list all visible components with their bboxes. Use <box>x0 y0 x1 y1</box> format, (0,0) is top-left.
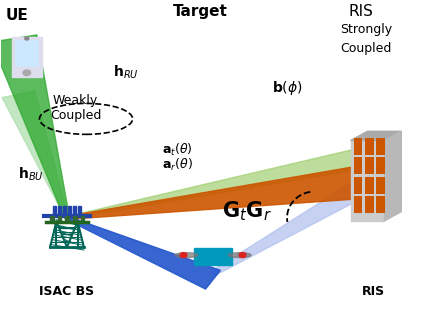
Text: Weakly: Weakly <box>53 94 98 107</box>
Text: UE: UE <box>6 7 29 22</box>
Polygon shape <box>351 140 384 221</box>
Text: ISAC BS: ISAC BS <box>40 285 95 298</box>
Text: $\mathbf{h}_{RU}$: $\mathbf{h}_{RU}$ <box>113 64 139 81</box>
Bar <box>73 207 76 216</box>
Bar <box>81 216 84 222</box>
Polygon shape <box>2 91 69 218</box>
Bar <box>50 216 54 222</box>
Circle shape <box>23 70 31 76</box>
Text: RIS: RIS <box>362 285 386 298</box>
Bar <box>73 216 77 222</box>
Circle shape <box>239 253 246 258</box>
Circle shape <box>180 253 187 258</box>
Text: $\mathbf{a}_r(\theta)$: $\mathbf{a}_r(\theta)$ <box>162 157 193 173</box>
Text: $\mathbf{G}_t\mathbf{G}_r$: $\mathbf{G}_t\mathbf{G}_r$ <box>222 200 272 223</box>
Polygon shape <box>66 146 378 219</box>
Polygon shape <box>351 131 401 140</box>
Text: $\mathbf{b}(\phi)$: $\mathbf{b}(\phi)$ <box>272 79 303 97</box>
Text: Coupled: Coupled <box>50 109 101 122</box>
Bar <box>376 196 385 213</box>
Ellipse shape <box>175 253 198 257</box>
Bar <box>65 216 69 222</box>
Bar <box>354 196 363 213</box>
Polygon shape <box>66 217 220 289</box>
Text: $\mathbf{h}_{BU}$: $\mathbf{h}_{BU}$ <box>18 166 44 183</box>
Polygon shape <box>211 173 382 275</box>
Text: $\mathbf{a}_t(\theta)$: $\mathbf{a}_t(\theta)$ <box>162 142 193 158</box>
Bar <box>376 157 385 174</box>
Bar <box>354 157 363 174</box>
Bar <box>376 177 385 194</box>
Circle shape <box>25 37 29 40</box>
Polygon shape <box>384 131 401 221</box>
Polygon shape <box>0 35 69 218</box>
Bar <box>53 207 55 216</box>
Text: Coupled: Coupled <box>340 41 391 55</box>
Bar <box>58 207 60 216</box>
Bar <box>15 40 38 66</box>
Bar <box>365 157 374 174</box>
Bar <box>376 138 385 155</box>
Bar <box>365 177 374 194</box>
Bar <box>63 207 66 216</box>
Ellipse shape <box>228 253 251 257</box>
Bar <box>194 248 232 265</box>
Bar <box>78 207 81 216</box>
Text: Strongly: Strongly <box>340 23 392 36</box>
Text: RIS: RIS <box>348 4 373 19</box>
Bar <box>58 216 61 222</box>
Bar <box>12 37 42 77</box>
Bar <box>354 177 363 194</box>
Bar <box>365 196 374 213</box>
Polygon shape <box>66 164 377 219</box>
Bar <box>365 138 374 155</box>
Bar <box>68 207 71 216</box>
Bar <box>354 138 363 155</box>
Text: Target: Target <box>173 4 228 19</box>
